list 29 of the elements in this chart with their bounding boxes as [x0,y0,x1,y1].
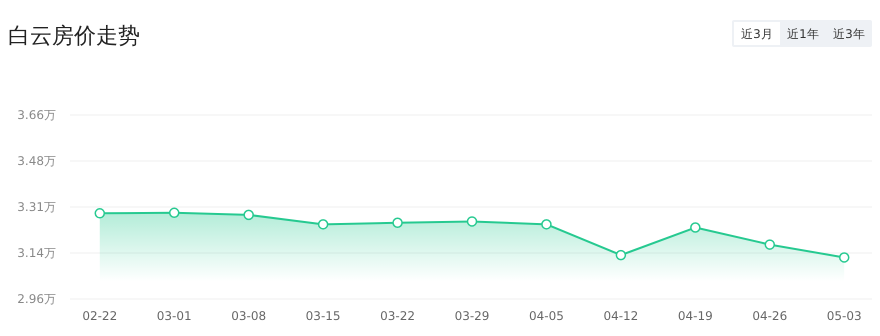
x-tick-label: 05-03 [826,309,862,323]
x-tick-label: 04-12 [603,309,638,323]
x-tick-label: 04-26 [752,309,788,323]
x-tick-label: 03-29 [454,309,490,323]
y-tick-label: 3.66万 [17,108,56,122]
point [318,219,328,230]
point [168,208,180,218]
x-tick-label: 03-22 [380,309,415,323]
point [838,252,850,263]
y-tick-label: 2.96万 [17,292,56,306]
point [392,218,403,228]
time-range-tabs: 近3月 近1年 近3年 [732,20,872,47]
x-tick-label: 03-08 [231,309,266,323]
y-tick-label: 3.48万 [17,154,56,168]
point [466,216,478,227]
x-tick-label: 04-19 [678,309,713,323]
y-tick-label: 3.14万 [17,246,56,260]
point [94,208,106,219]
point [616,250,626,260]
x-tick-label: 03-15 [306,309,341,323]
x-tick-label: 02-22 [82,309,118,323]
point [541,219,552,230]
chart-title: 白云房价走势 [8,24,140,49]
x-tick-label: 04-05 [529,309,564,323]
point [690,222,701,233]
x-tick-label: 03-01 [156,309,192,323]
point [243,210,254,220]
y-tick-label: 3.31万 [17,200,56,214]
point [764,239,776,250]
